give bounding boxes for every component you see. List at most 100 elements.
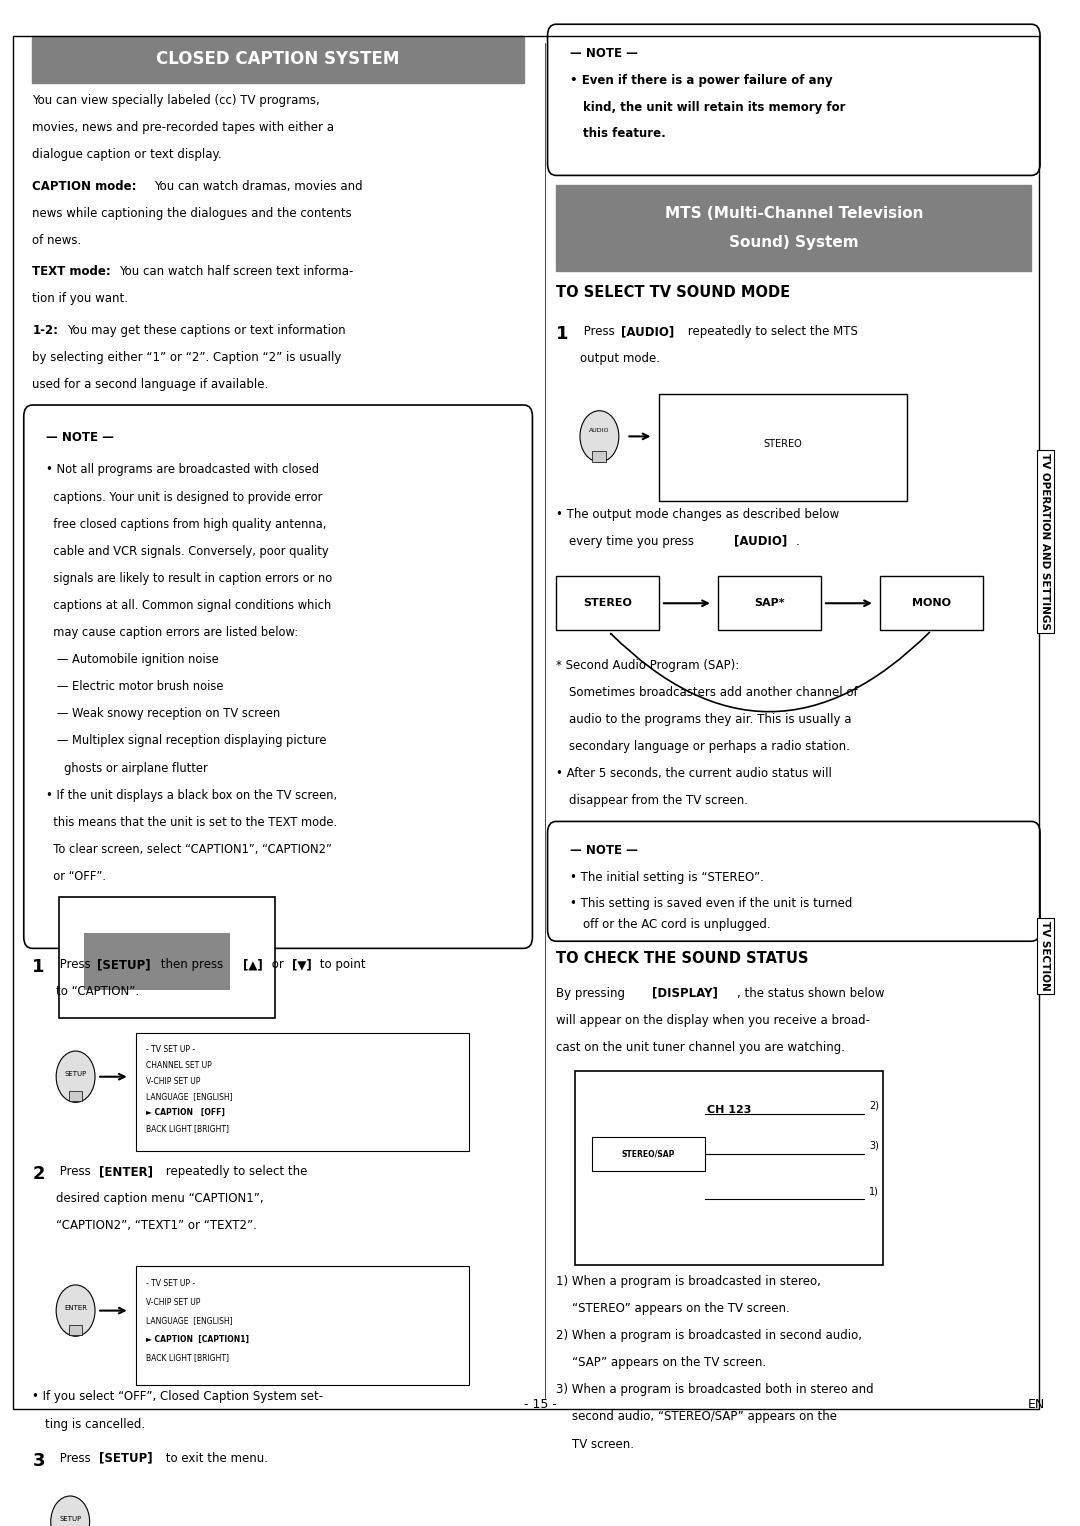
Bar: [84, 932, 230, 990]
Text: — Electric motor brush noise: — Electric motor brush noise: [46, 681, 224, 693]
Text: used for a second language if available.: used for a second language if available.: [32, 378, 269, 391]
FancyArrowPatch shape: [611, 632, 930, 711]
Text: CLOSED CAPTION SYSTEM: CLOSED CAPTION SYSTEM: [157, 50, 400, 69]
Text: • Even if there is a power failure of any: • Even if there is a power failure of an…: [570, 75, 833, 87]
Text: Press: Press: [56, 958, 95, 972]
Text: every time you press: every time you press: [569, 534, 698, 548]
Bar: [592, 450, 606, 462]
Text: 3): 3): [869, 1141, 879, 1151]
Text: By pressing: By pressing: [556, 987, 629, 1000]
Text: 1): 1): [869, 1187, 879, 1196]
Text: repeatedly to select the MTS: repeatedly to select the MTS: [684, 325, 858, 339]
Text: SAP*: SAP*: [754, 598, 785, 609]
Text: MTS (Multi-Channel Television: MTS (Multi-Channel Television: [664, 206, 923, 221]
Text: V-CHIP SET UP: V-CHIP SET UP: [146, 1297, 200, 1306]
Text: LANGUAGE  [ENGLISH]: LANGUAGE [ENGLISH]: [146, 1093, 232, 1102]
Text: - TV SET UP -: - TV SET UP -: [146, 1279, 194, 1288]
Text: captions. Your unit is designed to provide error: captions. Your unit is designed to provi…: [46, 490, 323, 504]
Text: EN: EN: [1028, 1398, 1045, 1412]
Text: TO CHECK THE SOUND STATUS: TO CHECK THE SOUND STATUS: [556, 951, 809, 966]
Circle shape: [580, 410, 619, 462]
Text: SETUP: SETUP: [65, 1071, 86, 1077]
Text: 1) When a program is broadcasted in stereo,: 1) When a program is broadcasted in ster…: [556, 1274, 821, 1288]
Bar: [592, 1137, 705, 1170]
Circle shape: [56, 1051, 95, 1102]
Text: ENTER: ENTER: [64, 1305, 87, 1311]
Text: .: .: [796, 534, 799, 548]
Text: • The initial setting is “STEREO”.: • The initial setting is “STEREO”.: [570, 871, 765, 885]
Text: CH 123: CH 123: [706, 1105, 752, 1116]
Text: second audio, “STEREO/SAP” appears on the: second audio, “STEREO/SAP” appears on th…: [572, 1410, 837, 1424]
Text: AUDIO: AUDIO: [590, 427, 609, 433]
Text: — Multiplex signal reception displaying picture: — Multiplex signal reception displaying …: [46, 734, 327, 748]
Text: movies, news and pre-recorded tapes with either a: movies, news and pre-recorded tapes with…: [32, 121, 335, 134]
Text: CAPTION mode:: CAPTION mode:: [32, 180, 137, 192]
Text: BACK LIGHT [BRIGHT]: BACK LIGHT [BRIGHT]: [146, 1123, 229, 1132]
Text: * Second Audio Program (SAP):: * Second Audio Program (SAP):: [556, 659, 740, 671]
FancyBboxPatch shape: [548, 24, 1040, 175]
Text: then press: then press: [157, 958, 227, 972]
Text: or: or: [268, 958, 287, 972]
Text: 2: 2: [32, 1166, 45, 1183]
FancyBboxPatch shape: [59, 897, 275, 1018]
FancyBboxPatch shape: [659, 394, 907, 501]
Text: Press: Press: [56, 1451, 95, 1465]
Text: — NOTE —: — NOTE —: [570, 844, 638, 858]
Text: STEREO: STEREO: [764, 439, 802, 449]
Text: “CAPTION2”, “TEXT1” or “TEXT2”.: “CAPTION2”, “TEXT1” or “TEXT2”.: [56, 1219, 257, 1233]
Text: SETUP: SETUP: [59, 1515, 81, 1521]
Bar: [880, 577, 983, 630]
Circle shape: [56, 1285, 95, 1337]
Bar: [69, 1091, 82, 1100]
Text: ghosts or airplane flutter: ghosts or airplane flutter: [46, 761, 208, 775]
Text: disappear from the TV screen.: disappear from the TV screen.: [569, 795, 748, 807]
Text: • If you select “OFF”, Closed Caption System set-: • If you select “OFF”, Closed Caption Sy…: [32, 1390, 324, 1404]
Text: “STEREO” appears on the TV screen.: “STEREO” appears on the TV screen.: [572, 1302, 791, 1315]
Text: 3) When a program is broadcasted both in stereo and: 3) When a program is broadcasted both in…: [556, 1384, 874, 1396]
Text: of news.: of news.: [32, 233, 82, 247]
Text: [SETUP]: [SETUP]: [99, 1451, 153, 1465]
Text: — NOTE —: — NOTE —: [570, 47, 638, 60]
Text: may cause caption errors are listed below:: may cause caption errors are listed belo…: [46, 626, 298, 639]
Text: Sound) System: Sound) System: [729, 235, 859, 250]
Text: — Weak snowy reception on TV screen: — Weak snowy reception on TV screen: [46, 708, 281, 720]
Text: TO SELECT TV SOUND MODE: TO SELECT TV SOUND MODE: [556, 285, 791, 301]
Text: by selecting either “1” or “2”. Caption “2” is usually: by selecting either “1” or “2”. Caption …: [32, 351, 341, 363]
Text: cable and VCR signals. Conversely, poor quality: cable and VCR signals. Conversely, poor …: [46, 545, 329, 559]
Text: will appear on the display when you receive a broad-: will appear on the display when you rece…: [556, 1013, 870, 1027]
Text: 1: 1: [556, 325, 569, 343]
Text: TV screen.: TV screen.: [572, 1437, 634, 1451]
Text: LANGUAGE  [ENGLISH]: LANGUAGE [ENGLISH]: [146, 1317, 232, 1325]
Bar: [556, 185, 1031, 272]
Text: • Not all programs are broadcasted with closed: • Not all programs are broadcasted with …: [46, 464, 320, 476]
FancyBboxPatch shape: [136, 1267, 469, 1384]
Text: tion if you want.: tion if you want.: [32, 293, 129, 305]
Text: - 15 -: - 15 -: [524, 1398, 556, 1412]
Text: STEREO: STEREO: [583, 598, 632, 609]
Text: MONO: MONO: [912, 598, 951, 609]
Text: secondary language or perhaps a radio station.: secondary language or perhaps a radio st…: [569, 740, 850, 754]
Text: “SAP” appears on the TV screen.: “SAP” appears on the TV screen.: [572, 1357, 767, 1369]
Bar: [32, 35, 524, 82]
Text: cast on the unit tuner channel you are watching.: cast on the unit tuner channel you are w…: [556, 1041, 846, 1054]
Text: this means that the unit is set to the TEXT mode.: this means that the unit is set to the T…: [46, 816, 338, 829]
Text: Press: Press: [56, 1166, 95, 1178]
Text: to exit the menu.: to exit the menu.: [162, 1451, 268, 1465]
Text: V-CHIP SET UP: V-CHIP SET UP: [146, 1077, 200, 1085]
Text: You can view specially labeled (cc) TV programs,: You can view specially labeled (cc) TV p…: [32, 95, 320, 107]
Text: BACK LIGHT [BRIGHT]: BACK LIGHT [BRIGHT]: [146, 1354, 229, 1363]
Text: 2): 2): [869, 1100, 879, 1111]
FancyBboxPatch shape: [575, 1071, 883, 1265]
Text: [AUDIO]: [AUDIO]: [734, 534, 787, 548]
Text: free closed captions from high quality antenna,: free closed captions from high quality a…: [46, 517, 327, 531]
Text: kind, the unit will retain its memory for: kind, the unit will retain its memory fo…: [583, 101, 846, 114]
Text: off or the AC cord is unplugged.: off or the AC cord is unplugged.: [583, 919, 771, 931]
Text: [DISPLAY]: [DISPLAY]: [652, 987, 718, 1000]
Text: news while captioning the dialogues and the contents: news while captioning the dialogues and …: [32, 208, 352, 220]
Text: • If the unit displays a black box on the TV screen,: • If the unit displays a black box on th…: [46, 789, 338, 801]
FancyBboxPatch shape: [136, 1033, 469, 1151]
Text: , the status shown below: , the status shown below: [737, 987, 885, 1000]
Text: captions at all. Common signal conditions which: captions at all. Common signal condition…: [46, 600, 332, 612]
Text: ► CAPTION  [CAPTION1]: ► CAPTION [CAPTION1]: [146, 1335, 248, 1344]
Text: TV SECTION: TV SECTION: [1040, 920, 1051, 990]
